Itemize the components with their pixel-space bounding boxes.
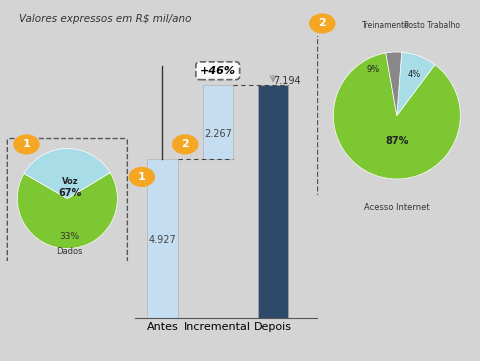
Bar	[147, 158, 177, 318]
Text: 9%: 9%	[365, 65, 379, 74]
Text: 4%: 4%	[407, 70, 420, 79]
Text: Posto Trabalho: Posto Trabalho	[403, 21, 459, 30]
Text: 1: 1	[23, 139, 30, 149]
Wedge shape	[396, 52, 434, 116]
Text: 2.267: 2.267	[204, 129, 231, 139]
Bar	[257, 86, 288, 318]
Wedge shape	[17, 173, 117, 249]
Text: Treinamento: Treinamento	[361, 21, 409, 30]
Text: 2: 2	[181, 139, 189, 149]
Wedge shape	[24, 148, 110, 199]
Text: Valores expressos em R$ mil/ano: Valores expressos em R$ mil/ano	[19, 14, 192, 25]
Text: 1: 1	[138, 172, 145, 182]
Text: 87%: 87%	[384, 136, 408, 146]
Text: Voz: Voz	[61, 177, 78, 186]
Wedge shape	[333, 53, 459, 179]
Text: +46%: +46%	[199, 66, 235, 76]
Text: 7.194: 7.194	[273, 76, 300, 86]
Text: 4.927: 4.927	[148, 235, 176, 245]
Wedge shape	[385, 52, 401, 116]
Text: 67%: 67%	[58, 188, 81, 197]
Text: Dados: Dados	[57, 247, 83, 256]
Text: 33%: 33%	[60, 231, 80, 240]
Bar	[202, 86, 232, 158]
Text: 2: 2	[318, 18, 325, 29]
Text: Acesso Internet: Acesso Internet	[363, 203, 429, 212]
